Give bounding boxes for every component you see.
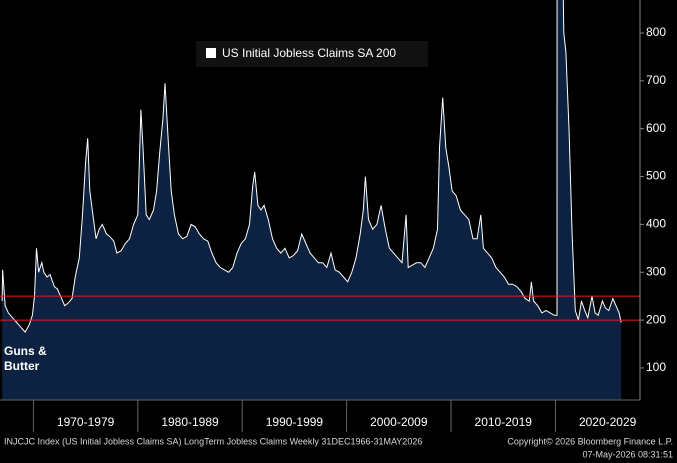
y-tick-label: 400 — [646, 217, 666, 231]
x-tick-label: 2020-2029 — [579, 415, 637, 429]
legend-box — [196, 41, 428, 67]
y-tick-label: 600 — [646, 121, 666, 135]
y-tick-label: 300 — [646, 264, 666, 278]
x-tick-label: 1980-1989 — [161, 415, 219, 429]
x-tick-label: 2000-2009 — [370, 415, 428, 429]
y-tick-label: 800 — [646, 25, 666, 39]
y-tick-label: 500 — [646, 169, 666, 183]
legend-label: US Initial Jobless Claims SA 200 — [222, 46, 396, 60]
x-tick-label: 1990-1999 — [266, 415, 324, 429]
x-tick-label: 2010-2019 — [475, 415, 533, 429]
line — [1, 0, 622, 333]
footer-date: 07-May-2026 08:31:51 — [582, 449, 673, 459]
y-tick-label: 700 — [646, 73, 666, 87]
plot-area — [0, 0, 640, 400]
y-tick-label: 200 — [646, 312, 666, 326]
legend: US Initial Jobless Claims SA 200 — [196, 41, 428, 67]
area — [2, 0, 622, 400]
footer-left: INJCJC Index (US Initial Jobless Claims … — [4, 436, 422, 446]
footer-copyright: Copyright© 2026 Bloomberg Finance L.P. — [507, 436, 673, 446]
legend-swatch — [206, 48, 216, 58]
x-tick-label: 1970-1979 — [57, 415, 115, 429]
annotation: Guns & Butter — [4, 344, 47, 373]
y-tick-label: 100 — [646, 360, 666, 374]
